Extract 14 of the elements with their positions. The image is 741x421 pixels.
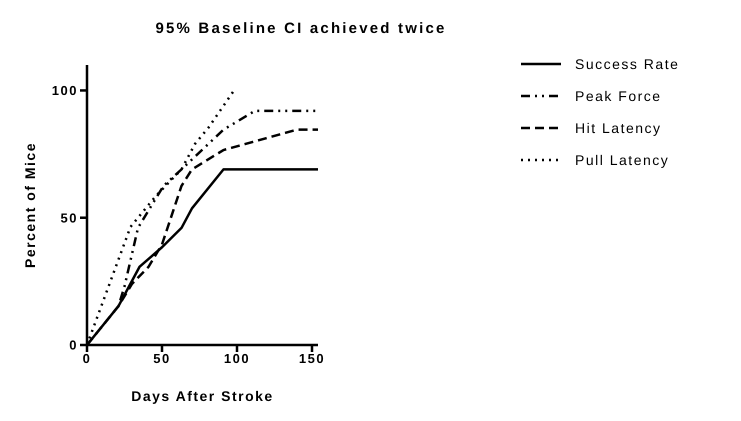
- legend-label: Peak Force: [575, 88, 662, 104]
- y-tick-label: 0: [69, 338, 78, 353]
- legend-label: Success Rate: [575, 56, 680, 72]
- x-tick-label: 100: [224, 351, 250, 366]
- chart-title: 95% Baseline CI achieved twice: [154, 20, 448, 37]
- y-tick-label: 50: [60, 210, 78, 226]
- x-axis-title: Days After Stroke: [131, 388, 274, 404]
- y-axis-title: Percent of Mice: [22, 142, 38, 268]
- x-tick-label: 150: [298, 351, 326, 366]
- x-tick-label: 50: [153, 351, 171, 366]
- legend-label: Hit Latency: [575, 120, 662, 136]
- legend-label: Pull Latency: [575, 152, 670, 168]
- y-tick-label: 100: [52, 83, 78, 98]
- x-tick-label: 0: [82, 351, 92, 366]
